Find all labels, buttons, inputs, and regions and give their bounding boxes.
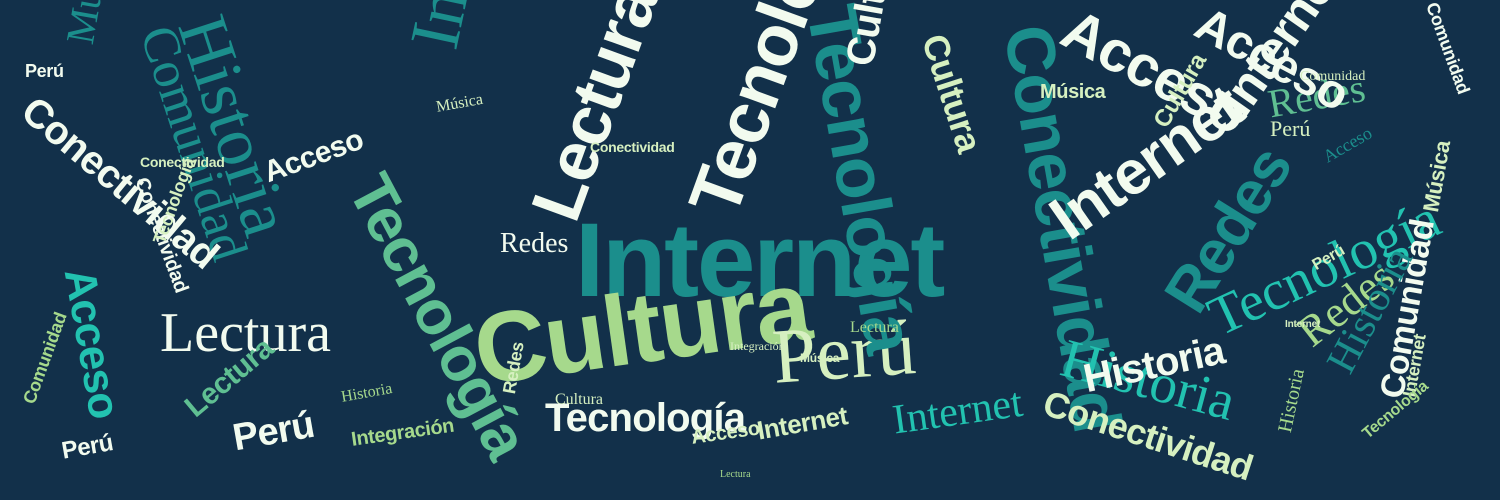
cloud-word: Perú — [229, 403, 318, 460]
cloud-word: Comunidad — [1422, 0, 1474, 97]
cloud-word: Lectura — [850, 319, 899, 336]
cloud-word: Acceso — [54, 264, 130, 422]
cloud-word: Perú — [1270, 116, 1311, 141]
cloud-word: Lectura — [720, 469, 751, 480]
cloud-word: Redes — [500, 228, 569, 259]
cloud-word: Integración — [396, 0, 538, 55]
cloud-word: Internet — [575, 202, 945, 319]
cloud-word: Historia — [1274, 366, 1309, 435]
cloud-word: Lectura — [516, 0, 673, 231]
cloud-word: Cultura — [555, 391, 603, 408]
cloud-word: Perú — [59, 429, 115, 465]
cloud-word: Cultura — [838, 0, 905, 69]
cloud-word: Conectividad — [590, 139, 675, 155]
cloud-word: Música — [434, 90, 485, 116]
cloud-word: Perú — [25, 61, 64, 81]
cloud-word: Integración — [730, 339, 785, 353]
cloud-word: Música — [1418, 138, 1456, 214]
cloud-word: Comunidad — [19, 309, 71, 407]
cloud-word: Integración — [349, 414, 456, 451]
cloud-word: Acceso — [1319, 122, 1376, 167]
cloud-word: Lectura — [160, 302, 331, 364]
cloud-word: Internet — [1285, 319, 1321, 330]
cloud-word: Internet — [754, 400, 850, 446]
cloud-word: Conectividad — [140, 154, 225, 170]
cloud-word: Tecnología — [545, 396, 746, 440]
cloud-word: Internet — [889, 379, 1026, 444]
cloud-word: Música — [1040, 81, 1106, 103]
cloud-word: Música — [57, 0, 122, 47]
cloud-word: Cultura — [913, 29, 991, 157]
cloud-word: Comunidad — [1300, 69, 1366, 84]
cloud-word: Música — [800, 351, 840, 365]
cloud-word: Historia — [339, 380, 394, 406]
